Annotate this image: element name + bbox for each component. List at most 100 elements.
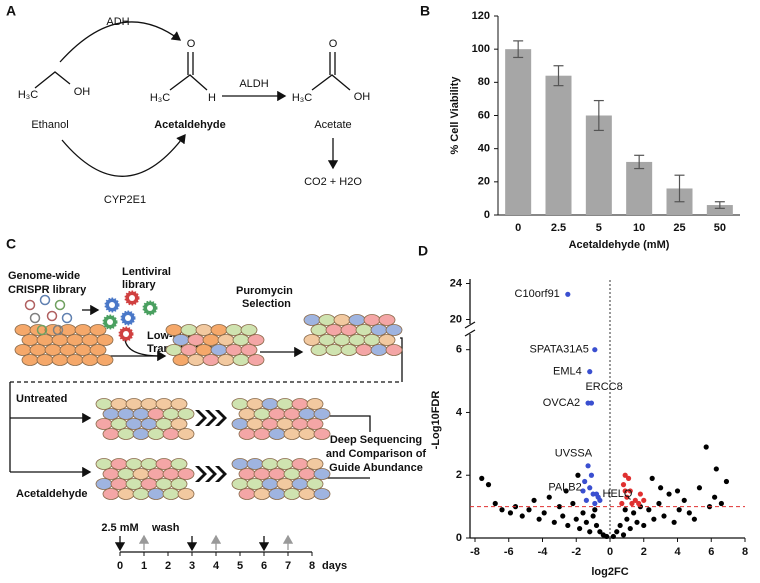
point — [580, 488, 586, 494]
gene-label: ERCC8 — [585, 381, 622, 393]
compound-name: Acetate — [314, 119, 351, 131]
cell — [313, 488, 331, 500]
cell — [102, 408, 120, 420]
point — [641, 522, 647, 529]
cell — [21, 334, 39, 346]
point — [627, 525, 633, 532]
cell — [238, 408, 256, 420]
tick-label: 3 — [189, 560, 195, 572]
cell — [231, 398, 249, 410]
cell — [132, 408, 150, 420]
cell — [140, 398, 158, 410]
cell — [140, 478, 158, 490]
y-tick-label: 0 — [456, 532, 462, 544]
panel-label: C — [6, 236, 16, 252]
cell — [246, 458, 264, 470]
compound-name: Ethanol — [31, 119, 68, 131]
cell — [162, 488, 180, 500]
cell — [170, 478, 188, 490]
cell — [117, 408, 135, 420]
cell — [29, 344, 47, 356]
cell — [74, 324, 92, 336]
cell — [187, 354, 205, 366]
x-tick-label: -8 — [470, 546, 480, 558]
y-tick-label: 60 — [478, 109, 490, 121]
gene-label: SPATA31A5 — [530, 344, 589, 356]
label: library — [122, 279, 157, 291]
point — [560, 513, 566, 519]
error-bar — [674, 174, 685, 203]
cell — [325, 344, 343, 356]
x-tick-label: 8 — [742, 546, 748, 558]
cell — [298, 428, 316, 440]
cell — [355, 344, 373, 356]
y-axis-title: % Cell Viability — [449, 76, 461, 155]
point — [526, 507, 532, 513]
cell — [165, 344, 183, 356]
cell — [102, 468, 120, 480]
label: Puromycin — [236, 285, 293, 297]
cell — [232, 354, 250, 366]
hit-point — [592, 347, 598, 353]
cell — [132, 468, 150, 480]
cell — [340, 324, 358, 336]
screen-diagram: Genome-wide CRISPR library Lentiviral li… — [8, 266, 426, 500]
cell — [125, 478, 143, 490]
point — [492, 500, 498, 507]
cell — [355, 324, 373, 336]
cell — [261, 478, 279, 490]
label: Lentiviral — [122, 266, 171, 278]
cell — [117, 468, 135, 480]
bond — [169, 52, 208, 91]
y-tick-label: 100 — [472, 43, 490, 55]
point — [637, 491, 643, 497]
cell — [140, 458, 158, 470]
point — [610, 533, 616, 540]
cell — [268, 428, 286, 440]
point — [573, 516, 579, 522]
point — [703, 444, 709, 450]
cell — [162, 428, 180, 440]
enzyme: ALDH — [239, 78, 268, 90]
cell — [246, 478, 264, 490]
cell — [36, 334, 54, 346]
cell — [96, 334, 114, 346]
cell — [177, 468, 195, 480]
cell — [14, 344, 32, 356]
point — [583, 519, 589, 525]
cell — [261, 418, 279, 430]
cell — [261, 398, 279, 410]
x-tick-label: 4 — [674, 546, 681, 558]
virus-core — [109, 302, 115, 308]
cell — [385, 324, 403, 336]
cell — [363, 334, 381, 346]
y-axis-title: -Log10FDR — [430, 391, 442, 450]
cell — [202, 354, 220, 366]
error-bar — [513, 40, 524, 59]
cell — [95, 458, 113, 470]
point — [597, 529, 603, 535]
panel-label: D — [418, 243, 428, 259]
cell — [378, 334, 396, 346]
cell — [276, 458, 294, 470]
cell — [96, 354, 114, 366]
point — [622, 472, 628, 478]
cell — [36, 354, 54, 366]
cell — [225, 324, 243, 336]
y-tick-label: 0 — [484, 209, 490, 221]
point — [617, 522, 623, 529]
point — [563, 488, 569, 494]
cell — [210, 324, 228, 336]
cell — [95, 418, 113, 430]
cell — [240, 324, 258, 336]
cell — [44, 344, 62, 356]
bar — [505, 49, 532, 215]
point — [676, 507, 682, 513]
tick-label: 7 — [285, 560, 291, 572]
cell — [247, 334, 265, 346]
cell — [117, 488, 135, 500]
point — [686, 510, 692, 516]
plasmid — [39, 294, 51, 306]
gene-label: HELQ — [603, 488, 633, 500]
